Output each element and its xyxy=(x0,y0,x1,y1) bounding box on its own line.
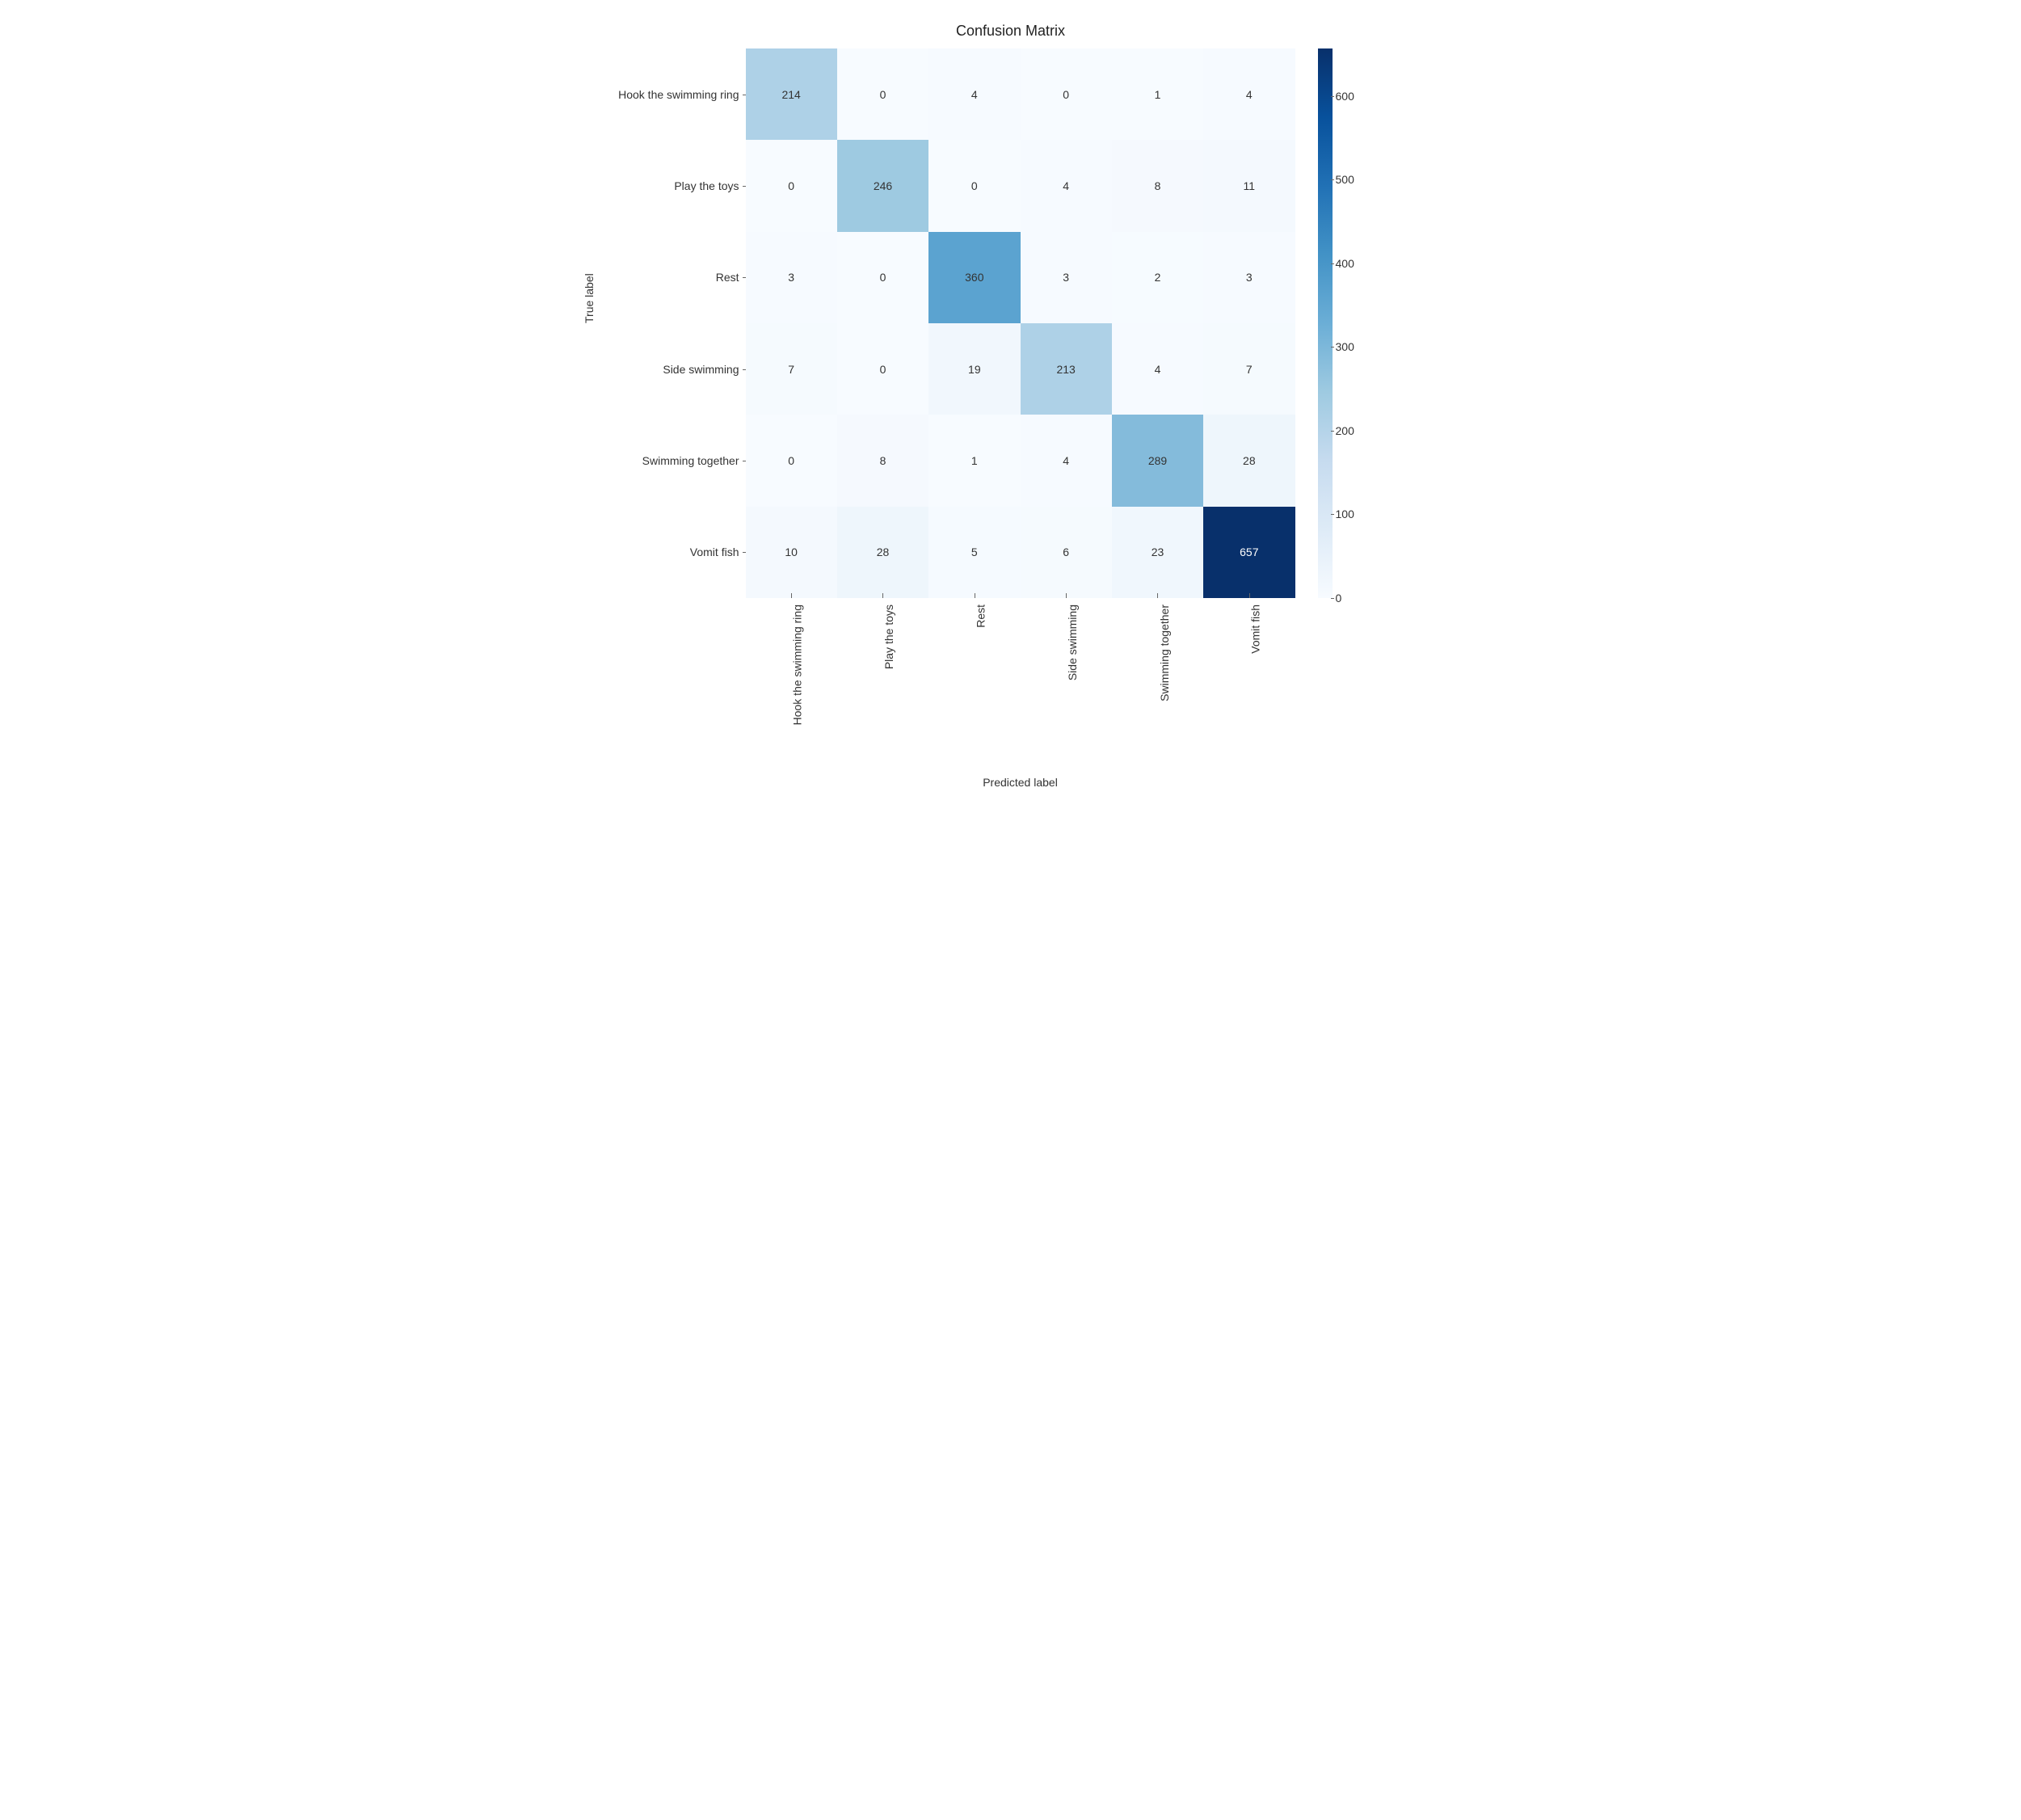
colorbar-tick: 400 xyxy=(1336,257,1354,270)
y-tick: Rest xyxy=(566,232,743,323)
cell-value: 4 xyxy=(1063,179,1069,192)
y-tick: Swimming together xyxy=(566,415,743,506)
cell-value: 4 xyxy=(971,88,978,101)
cell-value: 28 xyxy=(1243,454,1256,467)
x-tick: Side swimming xyxy=(1021,598,1112,760)
cell-value: 1 xyxy=(1155,88,1161,101)
colorbar xyxy=(1318,48,1333,598)
heatmap-cell: 0 xyxy=(837,48,928,140)
cell-value: 0 xyxy=(788,454,794,467)
cell-value: 360 xyxy=(965,271,983,284)
y-tick: Play the toys xyxy=(566,140,743,231)
cell-value: 8 xyxy=(880,454,886,467)
heatmap-cell: 28 xyxy=(1203,415,1295,506)
colorbar-ticks: 0100200300400500600 xyxy=(1336,48,1400,598)
colorbar-tick: 200 xyxy=(1336,424,1354,437)
heatmap-cell: 3 xyxy=(1021,232,1112,323)
cell-value: 213 xyxy=(1056,363,1075,376)
cell-value: 0 xyxy=(788,179,794,192)
cell-value: 0 xyxy=(1063,88,1069,101)
heatmap-cell: 360 xyxy=(928,232,1020,323)
heatmap-cell: 10 xyxy=(746,507,837,598)
cell-value: 657 xyxy=(1240,546,1258,558)
heatmap-cell: 4 xyxy=(928,48,1020,140)
cell-value: 23 xyxy=(1152,546,1164,558)
cell-value: 246 xyxy=(874,179,892,192)
heatmap-cell: 7 xyxy=(746,323,837,415)
cell-value: 0 xyxy=(880,271,886,284)
colorbar-tick: 300 xyxy=(1336,340,1354,353)
heatmap-cell: 4 xyxy=(1021,415,1112,506)
x-tick: Rest xyxy=(928,598,1020,760)
cell-value: 4 xyxy=(1155,363,1161,376)
cell-value: 7 xyxy=(788,363,794,376)
heatmap-cell: 4 xyxy=(1112,323,1203,415)
cell-value: 5 xyxy=(971,546,978,558)
heatmap-cell: 0 xyxy=(837,323,928,415)
confusion-matrix-figure: Confusion Matrix True label Hook the swi… xyxy=(566,16,1455,816)
heatmap-cell: 0 xyxy=(746,140,837,231)
y-tick: Hook the swimming ring xyxy=(566,48,743,140)
cell-value: 289 xyxy=(1148,454,1167,467)
heatmap-cell: 0 xyxy=(746,415,837,506)
x-tick-labels: Hook the swimming ring Play the toys Res… xyxy=(746,598,1295,760)
heatmap-cell: 0 xyxy=(837,232,928,323)
heatmap-cell: 214 xyxy=(746,48,837,140)
cell-value: 0 xyxy=(880,88,886,101)
x-axis-label: Predicted label xyxy=(746,776,1295,789)
heatmap-cell: 23 xyxy=(1112,507,1203,598)
heatmap-cell: 4 xyxy=(1021,140,1112,231)
colorbar-tick: 100 xyxy=(1336,508,1354,520)
colorbar-tick: 0 xyxy=(1336,592,1342,605)
heatmap-cell: 0 xyxy=(928,140,1020,231)
heatmap-cell: 5 xyxy=(928,507,1020,598)
heatmap-cell: 4 xyxy=(1203,48,1295,140)
heatmap-cell: 2 xyxy=(1112,232,1203,323)
heatmap-cell: 8 xyxy=(1112,140,1203,231)
heatmap-cell: 1 xyxy=(928,415,1020,506)
y-tick: Side swimming xyxy=(566,323,743,415)
cell-value: 3 xyxy=(1063,271,1069,284)
cell-value: 0 xyxy=(971,179,978,192)
heatmap-grid: 2140401402460481130360323701921347081428… xyxy=(746,48,1295,598)
cell-value: 8 xyxy=(1155,179,1161,192)
cell-value: 11 xyxy=(1244,179,1256,192)
heatmap-cell: 657 xyxy=(1203,507,1295,598)
heatmap-cell: 11 xyxy=(1203,140,1295,231)
cell-value: 214 xyxy=(781,88,800,101)
heatmap-cell: 289 xyxy=(1112,415,1203,506)
cell-value: 1 xyxy=(971,454,978,467)
x-tick: Hook the swimming ring xyxy=(746,598,837,760)
colorbar-tick: 600 xyxy=(1336,90,1354,103)
cell-value: 28 xyxy=(877,546,890,558)
heatmap-cell: 0 xyxy=(1021,48,1112,140)
heatmap-cell: 3 xyxy=(746,232,837,323)
heatmap-cell: 1 xyxy=(1112,48,1203,140)
heatmap-cell: 7 xyxy=(1203,323,1295,415)
cell-value: 2 xyxy=(1155,271,1161,284)
cell-value: 4 xyxy=(1246,88,1253,101)
heatmap-cell: 28 xyxy=(837,507,928,598)
cell-value: 4 xyxy=(1063,454,1069,467)
heatmap-cell: 246 xyxy=(837,140,928,231)
heatmap-cell: 8 xyxy=(837,415,928,506)
cell-value: 3 xyxy=(1246,271,1253,284)
heatmap-cell: 3 xyxy=(1203,232,1295,323)
cell-value: 0 xyxy=(880,363,886,376)
colorbar-tick: 500 xyxy=(1336,173,1354,186)
chart-title: Confusion Matrix xyxy=(566,23,1455,40)
y-tick-labels: Hook the swimming ring Play the toys Res… xyxy=(566,48,743,598)
cell-value: 3 xyxy=(788,271,794,284)
cell-value: 6 xyxy=(1063,546,1069,558)
y-tick: Vomit fish xyxy=(566,507,743,598)
cell-value: 19 xyxy=(968,363,981,376)
x-tick: Play the toys xyxy=(837,598,928,760)
x-tick: Swimming together xyxy=(1112,598,1203,760)
cell-value: 7 xyxy=(1246,363,1253,376)
heatmap-cell: 6 xyxy=(1021,507,1112,598)
heatmap-cell: 213 xyxy=(1021,323,1112,415)
heatmap-cell: 19 xyxy=(928,323,1020,415)
x-tick: Vomit fish xyxy=(1203,598,1295,760)
cell-value: 10 xyxy=(785,546,798,558)
